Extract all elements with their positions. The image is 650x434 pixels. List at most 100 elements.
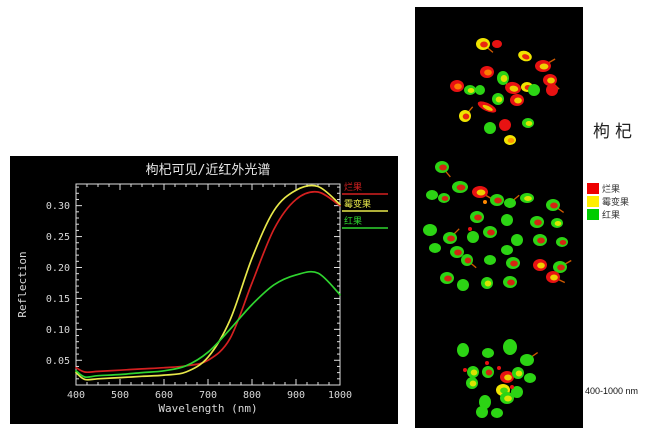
berry	[464, 85, 476, 95]
series-line	[75, 190, 341, 374]
berry	[556, 237, 568, 247]
y-tick-label: 0.10	[46, 325, 70, 336]
legend-swatch-icon	[587, 209, 599, 220]
x-tick-label: 600	[155, 390, 173, 401]
berry	[546, 271, 566, 284]
berry	[443, 228, 460, 244]
y-tick-label: 0.15	[46, 294, 70, 305]
berry	[503, 276, 517, 288]
class-legend: 烂果 霉变果 红果	[587, 182, 629, 221]
x-tick-label: 800	[243, 390, 261, 401]
legend-item: 烂果	[587, 182, 629, 195]
chart-legend-label: 红果	[344, 215, 362, 227]
berry	[530, 216, 544, 228]
legend-label: 霉变果	[602, 197, 630, 207]
berry	[477, 101, 497, 113]
legend-label: 红果	[602, 210, 621, 220]
middle-cluster	[423, 161, 572, 291]
berry	[501, 245, 513, 255]
berry	[470, 211, 484, 223]
berry	[467, 231, 479, 243]
berry	[457, 279, 469, 291]
berry	[533, 259, 547, 271]
bottom-cluster	[457, 339, 539, 418]
berry	[480, 66, 494, 78]
berry	[505, 81, 521, 95]
berry	[524, 373, 536, 383]
berry	[500, 371, 514, 383]
berry	[522, 118, 534, 128]
berry	[492, 93, 504, 105]
y-tick-label: 0.05	[46, 356, 70, 367]
berry	[475, 85, 485, 95]
berry	[499, 119, 511, 131]
berry	[546, 199, 565, 213]
classified-berries-panel	[415, 7, 583, 428]
berry	[452, 181, 468, 193]
berry	[468, 227, 472, 231]
berry	[520, 352, 539, 366]
x-tick-label: 1000	[328, 390, 352, 401]
berry	[435, 161, 451, 178]
berry	[520, 193, 534, 203]
berry	[466, 377, 478, 389]
berry	[479, 395, 491, 409]
series-line	[75, 184, 341, 381]
x-tick-label: 400	[67, 390, 85, 401]
berry	[533, 234, 547, 246]
berry	[497, 366, 501, 370]
berry	[543, 74, 560, 90]
berry	[528, 84, 540, 96]
berry	[490, 194, 504, 206]
berry	[472, 186, 493, 200]
berry	[440, 272, 454, 284]
berry	[450, 80, 464, 92]
berry	[476, 38, 494, 53]
x-axis-label: Wavelength (nm)	[158, 402, 257, 415]
y-axis-label: Reflection	[16, 251, 29, 317]
wavelength-range-label: 400-1000 nm	[585, 386, 639, 396]
berry	[423, 224, 437, 236]
spectra-chart: 枸杞可见/近红外光谱 400 500 600 700 800 900 1000 0.05 0.10…	[10, 156, 398, 424]
x-tick-label: 500	[111, 390, 129, 401]
sample-name-label: 枸杞	[593, 122, 637, 141]
berry	[483, 226, 497, 238]
y-tick-label: 0.20	[46, 263, 70, 274]
berry	[457, 343, 469, 357]
berry	[482, 348, 494, 358]
series-line	[75, 270, 341, 379]
classified-berries-image	[415, 7, 583, 428]
berry	[504, 194, 520, 208]
chart-title: 枸杞可见/近红外光谱	[146, 162, 271, 178]
legend-label: 烂果	[602, 184, 621, 194]
berry	[438, 193, 450, 203]
spectra-chart-panel: 枸杞可见/近红外光谱 400 500 600 700 800 900 1000 0.05 0.10…	[10, 156, 398, 424]
legend-item: 霉变果	[587, 195, 629, 208]
x-tick-label: 700	[199, 390, 217, 401]
chart-legend-label: 烂果	[344, 182, 362, 193]
berry	[518, 50, 532, 62]
berry	[504, 135, 516, 145]
berry	[484, 122, 496, 134]
berry	[450, 246, 464, 258]
berry	[476, 406, 488, 418]
y-tick-label: 0.30	[46, 201, 70, 212]
berry	[501, 214, 513, 226]
berry	[506, 257, 520, 269]
berry	[485, 361, 489, 365]
berry	[546, 84, 558, 96]
berry	[511, 386, 523, 398]
berry	[481, 277, 493, 289]
berry	[461, 254, 477, 269]
berry	[492, 40, 502, 48]
berry	[459, 106, 474, 122]
berry	[551, 218, 563, 228]
legend-item: 红果	[587, 208, 629, 221]
berry	[426, 190, 438, 200]
chart-legend-label: 霉变果	[344, 198, 371, 210]
berry	[512, 367, 524, 379]
berry	[483, 200, 487, 204]
berry	[500, 392, 514, 404]
berry	[553, 259, 572, 273]
